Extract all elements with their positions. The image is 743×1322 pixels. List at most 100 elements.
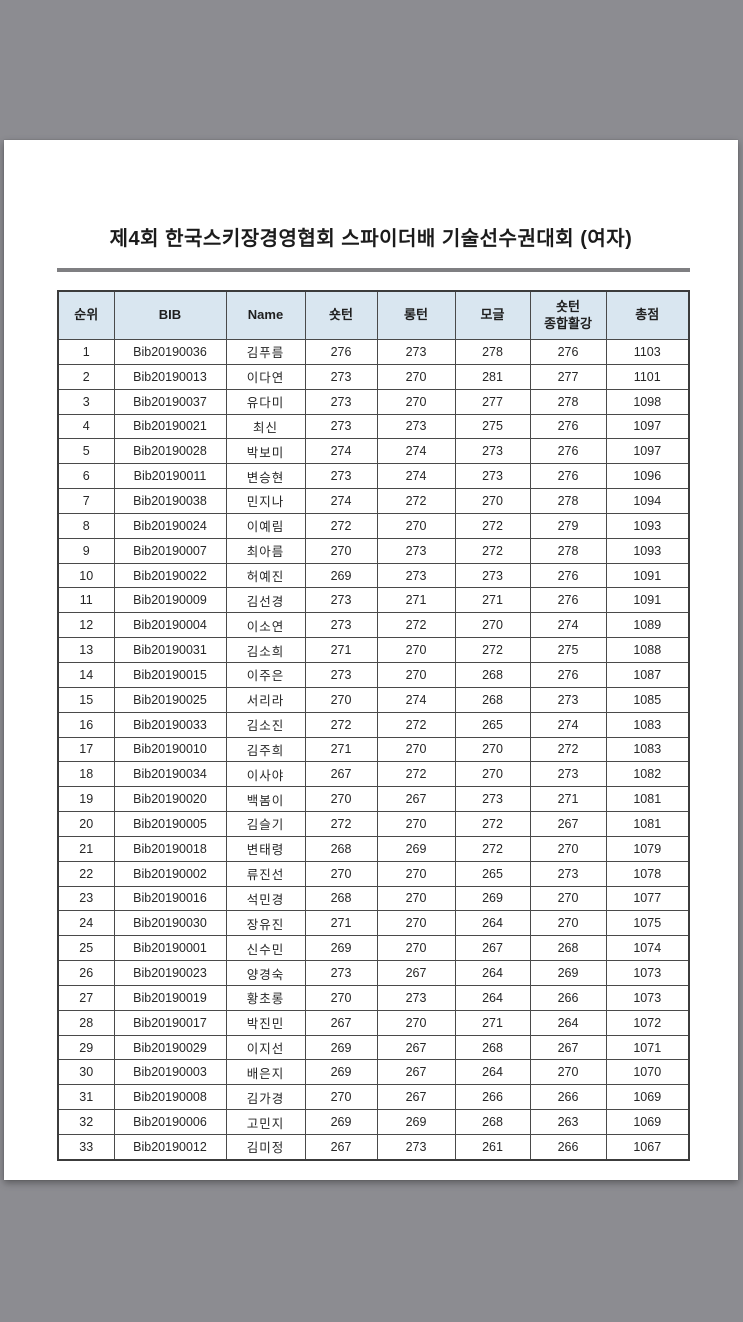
cell-short_turn_downhill: 279: [529, 512, 607, 539]
cell-short_turn: 276: [304, 339, 378, 365]
cell-mogul: 269: [454, 885, 531, 912]
cell-name: 서리라: [225, 686, 306, 713]
cell-name: 변승현: [225, 463, 306, 490]
cell-mogul: 272: [454, 637, 531, 663]
table-row: 29 Bib20190029 이지선 269 267 268 267 1071: [57, 1034, 690, 1061]
cell-total: 1069: [605, 1109, 690, 1135]
cell-short_turn: 272: [304, 711, 378, 738]
cell-total: 1091: [605, 587, 690, 614]
cell-short_turn: 273: [304, 661, 378, 688]
cell-mogul: 273: [454, 562, 531, 589]
cell-short_turn_downhill: 266: [529, 984, 607, 1011]
cell-bib: Bib20190034: [113, 761, 227, 788]
cell-rank: 2: [57, 363, 115, 390]
cell-short_turn: 269: [304, 1034, 378, 1061]
cell-bib: Bib20190009: [113, 587, 227, 614]
cell-long_turn: 274: [376, 438, 456, 465]
cell-name: 변태령: [225, 835, 306, 862]
cell-rank: 3: [57, 388, 115, 415]
cell-name: 이예림: [225, 512, 306, 539]
cell-total: 1079: [605, 835, 690, 862]
column-header-name: Name: [225, 290, 306, 340]
cell-bib: Bib20190011: [113, 463, 227, 490]
cell-bib: Bib20190012: [113, 1133, 227, 1161]
cell-short_turn_downhill: 270: [529, 910, 607, 937]
table-row: 11 Bib20190009 김선경 273 271 271 276 1091: [57, 587, 690, 614]
cell-mogul: 270: [454, 488, 531, 514]
table-row: 32 Bib20190006 고민지 269 269 268 263 1069: [57, 1109, 690, 1135]
cell-total: 1094: [605, 488, 690, 514]
cell-mogul: 273: [454, 463, 531, 490]
cell-bib: Bib20190028: [113, 438, 227, 465]
cell-long_turn: 270: [376, 885, 456, 912]
cell-name: 석민경: [225, 885, 306, 912]
cell-short_turn_downhill: 264: [529, 1009, 607, 1036]
cell-total: 1073: [605, 984, 690, 1011]
cell-short_turn: 272: [304, 512, 378, 539]
cell-total: 1078: [605, 860, 690, 887]
cell-mogul: 268: [454, 686, 531, 713]
cell-name: 허예진: [225, 562, 306, 589]
cell-total: 1098: [605, 388, 690, 415]
table-row: 22 Bib20190002 류진선 270 270 265 273 1078: [57, 860, 690, 887]
cell-short_turn: 270: [304, 860, 378, 887]
cell-long_turn: 267: [376, 1059, 456, 1086]
cell-mogul: 270: [454, 736, 531, 763]
table-row: 23 Bib20190016 석민경 268 270 269 270 1077: [57, 885, 690, 912]
cell-long_turn: 272: [376, 488, 456, 514]
cell-short_turn_downhill: 273: [529, 686, 607, 713]
cell-long_turn: 270: [376, 811, 456, 837]
cell-bib: Bib20190008: [113, 1084, 227, 1111]
cell-long_turn: 273: [376, 984, 456, 1011]
cell-total: 1069: [605, 1084, 690, 1111]
cell-long_turn: 270: [376, 512, 456, 539]
cell-name: 최아름: [225, 537, 306, 564]
cell-total: 1072: [605, 1009, 690, 1036]
cell-short_turn_downhill: 269: [529, 960, 607, 986]
cell-total: 1081: [605, 786, 690, 813]
table-row: 14 Bib20190015 이주은 273 270 268 276 1087: [57, 661, 690, 688]
table-row: 4 Bib20190021 최신 273 273 275 276 1097: [57, 413, 690, 440]
cell-total: 1088: [605, 637, 690, 663]
cell-rank: 24: [57, 910, 115, 937]
cell-bib: Bib20190004: [113, 612, 227, 639]
table-row: 25 Bib20190001 신수민 269 270 267 268 1074: [57, 935, 690, 962]
cell-total: 1085: [605, 686, 690, 713]
cell-total: 1067: [605, 1133, 690, 1161]
cell-long_turn: 267: [376, 960, 456, 986]
column-header-short_turn: 숏턴: [304, 290, 378, 340]
cell-bib: Bib20190019: [113, 984, 227, 1011]
cell-short_turn_downhill: 276: [529, 661, 607, 688]
cell-short_turn: 271: [304, 637, 378, 663]
cell-rank: 11: [57, 587, 115, 614]
cell-name: 민지나: [225, 488, 306, 514]
table-row: 27 Bib20190019 황초롱 270 273 264 266 1073: [57, 984, 690, 1011]
cell-short_turn_downhill: 276: [529, 413, 607, 440]
cell-long_turn: 267: [376, 1084, 456, 1111]
cell-rank: 10: [57, 562, 115, 589]
cell-bib: Bib20190003: [113, 1059, 227, 1086]
cell-long_turn: 270: [376, 388, 456, 415]
cell-short_turn: 271: [304, 910, 378, 937]
cell-long_turn: 267: [376, 1034, 456, 1061]
cell-rank: 31: [57, 1084, 115, 1111]
cell-mogul: 261: [454, 1133, 531, 1161]
cell-short_turn_downhill: 270: [529, 835, 607, 862]
table-row: 13 Bib20190031 김소희 271 270 272 275 1088: [57, 637, 690, 663]
cell-name: 이다연: [225, 363, 306, 390]
cell-short_turn: 273: [304, 612, 378, 639]
cell-rank: 16: [57, 711, 115, 738]
table-row: 33 Bib20190012 김미정 267 273 261 266 1067: [57, 1133, 690, 1161]
table-header-row: 순위 BIB Name 숏턴 롱턴 모글 숏턴 종합활강 총점: [57, 290, 690, 340]
cell-mogul: 281: [454, 363, 531, 390]
cell-short_turn_downhill: 268: [529, 935, 607, 962]
table-row: 21 Bib20190018 변태령 268 269 272 270 1079: [57, 835, 690, 862]
column-header-bib: BIB: [113, 290, 227, 340]
cell-mogul: 264: [454, 910, 531, 937]
table-row: 5 Bib20190028 박보미 274 274 273 276 1097: [57, 438, 690, 465]
cell-bib: Bib20190018: [113, 835, 227, 862]
cell-short_turn_downhill: 275: [529, 637, 607, 663]
cell-mogul: 272: [454, 537, 531, 564]
cell-name: 황초롱: [225, 984, 306, 1011]
